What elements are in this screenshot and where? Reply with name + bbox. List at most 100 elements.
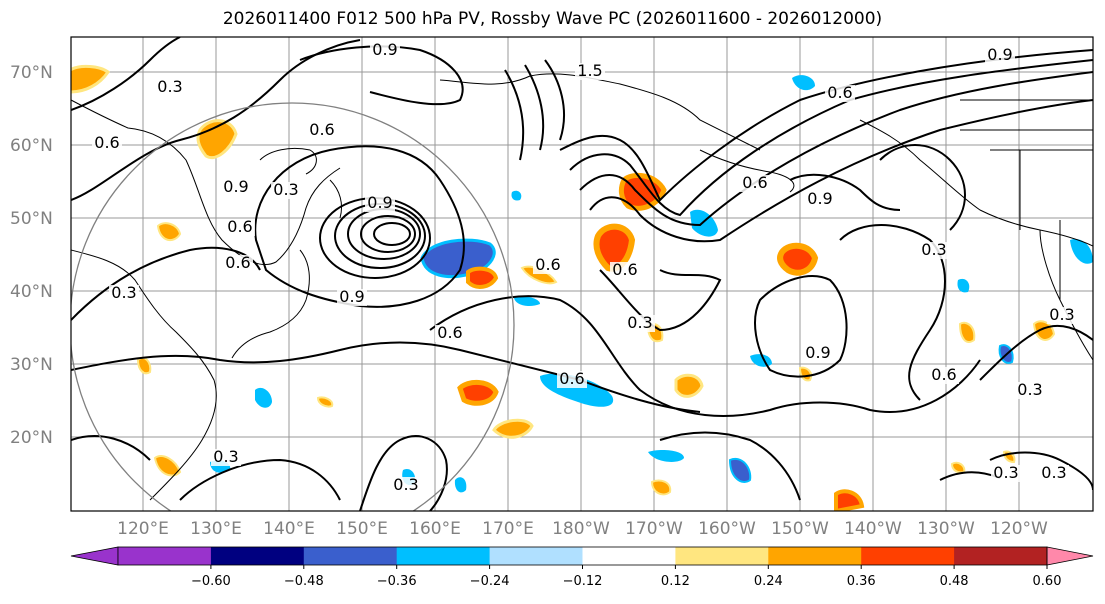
contour-label: 0.3 <box>157 77 182 96</box>
contour-label-bg <box>271 182 301 199</box>
colorbar-segment <box>861 547 955 565</box>
contour-label-bg <box>610 262 640 279</box>
lon-label: 140°E <box>263 519 315 539</box>
contour-label: 0.6 <box>742 173 767 192</box>
lon-label: 120°W <box>990 519 1048 539</box>
contour-label-bg <box>223 255 253 272</box>
colorbar-segment <box>396 547 491 565</box>
map-frame <box>70 36 1094 512</box>
contour-label: 0.6 <box>227 217 252 236</box>
contour-label: 0.3 <box>627 313 652 332</box>
lon-label: 150°E <box>336 519 388 539</box>
colorbar-tick-label: −0.36 <box>377 574 417 589</box>
pv-contours <box>71 37 1093 511</box>
colorbar-tick-label: 0.36 <box>847 574 876 589</box>
colorbar-tick-label: −0.12 <box>563 574 603 589</box>
lon-label: 130°E <box>190 519 242 539</box>
contour-label: 0.6 <box>612 260 637 279</box>
map-area <box>71 37 1093 511</box>
contour-label: 0.3 <box>1049 305 1074 324</box>
contour-label-bg <box>991 465 1021 482</box>
lon-label: 160°W <box>698 519 756 539</box>
contour-label: 0.3 <box>1041 463 1066 482</box>
contour-label: 0.6 <box>827 83 852 102</box>
contour-label: 0.9 <box>805 343 830 362</box>
colorbar-tick-label: −0.60 <box>191 574 231 589</box>
lon-label: 160°E <box>409 519 461 539</box>
contour-label: 0.3 <box>1017 380 1042 399</box>
colorbar-extend-high <box>1046 546 1094 566</box>
contour-label-bg <box>929 367 959 384</box>
contour-label: 0.3 <box>393 475 418 494</box>
contour-label: 1.5 <box>577 61 602 80</box>
region-circle <box>71 102 515 511</box>
contour-label-bg <box>221 179 251 196</box>
longitude-labels: 120°E 130°E 140°E 150°E 160°E 170°E 180°… <box>117 519 1048 539</box>
contour-label-bg <box>225 219 255 236</box>
colorbar-tick-label: 0.12 <box>661 574 690 589</box>
contour-labels: 0.9 0.3 0.6 1.5 0.9 0.6 0.3 0.6 0.9 0.6 0.6 0.3 0.9 0… <box>92 40 1077 494</box>
colorbar-segment <box>303 547 398 565</box>
contour-label: 0.6 <box>309 120 334 139</box>
latitude-labels: 70°N 60°N 50°N 40°N 30°N 20°N <box>10 63 53 448</box>
contour-label: 0.9 <box>339 287 364 306</box>
contour-label-bg <box>575 63 605 80</box>
contour-label-bg <box>803 345 833 362</box>
colorbar-tick-label: 0.60 <box>1033 574 1062 589</box>
map-title: 2026011400 F012 500 hPa PV, Rossby Wave … <box>222 9 883 29</box>
contour-label-bg <box>435 325 465 342</box>
lat-label: 50°N <box>10 209 53 229</box>
colorbar <box>70 546 1094 566</box>
contour-label: 0.3 <box>273 180 298 199</box>
lon-label: 170°E <box>482 519 534 539</box>
contour-label: 0.6 <box>94 133 119 152</box>
lat-label: 40°N <box>10 282 53 302</box>
contour-label-bg <box>155 79 185 96</box>
contour-label-bg <box>1039 465 1069 482</box>
contour-label: 0.9 <box>372 40 397 59</box>
colorbar-tick-label: −0.24 <box>470 574 510 589</box>
contour-label: 0.6 <box>225 253 250 272</box>
colorbar-segment <box>489 547 583 565</box>
contour-label-bg <box>337 289 367 306</box>
contour-label: 0.3 <box>111 283 136 302</box>
contour-label-bg <box>985 47 1015 64</box>
contour-label: 0.9 <box>987 45 1012 64</box>
contour-label-bg <box>391 477 421 494</box>
contour-label: 0.3 <box>921 240 946 259</box>
contour-label-bg <box>625 315 655 332</box>
contour-label: 0.3 <box>993 463 1018 482</box>
lon-label: 180°W <box>552 519 610 539</box>
colorbar-extend-low <box>70 546 119 566</box>
contour-label-bg <box>533 257 563 274</box>
contour-label-bg <box>1015 382 1045 399</box>
colorbar-segment <box>118 547 212 565</box>
colorbar-segment <box>954 547 1048 565</box>
contour-label-bg <box>211 449 241 466</box>
lat-label: 20°N <box>10 428 53 448</box>
lon-label: 150°W <box>771 519 829 539</box>
contour-label-bg <box>92 135 122 152</box>
colorbar-tick-label: 0.24 <box>754 574 783 589</box>
colorbar-segment <box>210 547 305 565</box>
lon-label: 140°W <box>844 519 902 539</box>
contour-label-bg <box>805 191 835 208</box>
contour-label-bg <box>825 85 855 102</box>
lon-label: 120°E <box>117 519 169 539</box>
contour-label-bg <box>365 195 395 212</box>
colorbar-segment <box>768 547 862 565</box>
contour-label-bg <box>370 42 400 59</box>
lat-label: 30°N <box>10 355 53 375</box>
contour-label: 0.3 <box>213 447 238 466</box>
lat-label: 70°N <box>10 63 53 83</box>
contour-label: 0.9 <box>223 177 248 196</box>
contour-label-bg <box>1047 307 1077 324</box>
colorbar-tick-labels: −0.60 −0.48 −0.36 −0.24 −0.12 0.12 0.24 0.36 0.4… <box>191 565 1061 589</box>
lat-label: 60°N <box>10 136 53 156</box>
contour-label: 0.6 <box>437 323 462 342</box>
contour-label-bg <box>307 122 337 139</box>
contour-label-bg <box>557 371 587 388</box>
colorbar-tick-label: 0.48 <box>940 574 969 589</box>
contour-label: 0.6 <box>559 369 584 388</box>
